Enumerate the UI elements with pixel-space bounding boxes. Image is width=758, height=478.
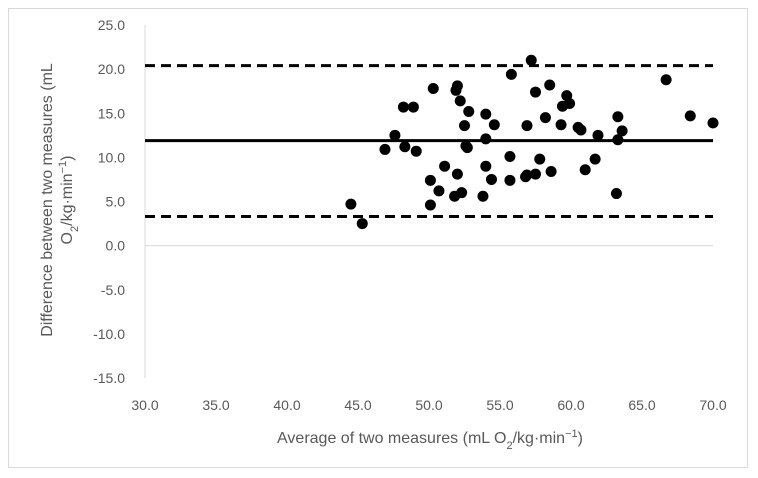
data-point (397, 101, 409, 113)
data-point (612, 111, 624, 123)
data-point (454, 95, 466, 107)
data-point (684, 110, 696, 122)
data-point (480, 133, 492, 145)
data-point (439, 160, 451, 172)
data-point (356, 218, 368, 230)
data-point (555, 119, 567, 131)
data-point (488, 119, 500, 131)
data-point (410, 145, 422, 157)
y-tick-label: 25.0 (98, 17, 125, 33)
data-point (407, 101, 419, 113)
data-point (589, 153, 601, 165)
y-tick-label: 5.0 (106, 194, 126, 210)
y-tick-label: 0.0 (106, 238, 126, 254)
data-point (463, 105, 475, 117)
data-point (389, 129, 401, 141)
data-point (480, 108, 492, 120)
data-point (525, 54, 537, 66)
data-point (579, 164, 591, 176)
x-tick-label: 45.0 (344, 397, 371, 413)
data-point (521, 120, 533, 132)
data-point (480, 160, 492, 172)
data-point (399, 141, 411, 153)
data-point (505, 68, 517, 80)
data-points (345, 54, 719, 230)
y-axis-title: Difference between two measures (mL (39, 63, 56, 337)
x-tick-label: 55.0 (486, 397, 513, 413)
y-tick-label: 15.0 (98, 105, 125, 121)
data-point (707, 117, 719, 129)
data-point (424, 199, 436, 211)
y-tick-label: -5.0 (101, 282, 125, 298)
data-point (575, 124, 587, 136)
data-point (504, 174, 516, 186)
data-point (534, 153, 546, 165)
y-tick-label: -10.0 (93, 326, 125, 342)
data-point (660, 74, 672, 86)
data-point (544, 79, 556, 91)
x-tick-label: 30.0 (131, 397, 158, 413)
data-point (545, 165, 557, 177)
data-point (530, 86, 541, 98)
data-point (530, 168, 541, 180)
y-tick-labels: 25.0 20.0 15.0 10.0 5.0 0.0 -5.0 -10.0 -15.0 (93, 17, 125, 386)
x-tick-label: 40.0 (273, 397, 300, 413)
data-point (564, 98, 576, 110)
data-point (485, 173, 497, 185)
data-point (610, 188, 622, 200)
data-point (451, 80, 463, 92)
x-tick-labels: 30.0 35.0 40.0 45.0 50.0 55.0 60.0 65.0 70.0 (131, 397, 726, 413)
data-point (433, 185, 445, 197)
data-point (592, 129, 604, 141)
y-tick-label: 10.0 (98, 149, 125, 165)
data-point (477, 190, 489, 202)
x-tick-label: 65.0 (628, 397, 655, 413)
data-point (612, 134, 624, 146)
x-tick-label: 70.0 (699, 397, 726, 413)
x-tick-label: 50.0 (415, 397, 442, 413)
data-point (451, 168, 463, 180)
data-point (539, 112, 551, 124)
x-tick-label: 35.0 (202, 397, 229, 413)
data-point (379, 143, 391, 155)
data-point (427, 83, 439, 95)
x-axis-title: Average of two measures (mL O2/kg·min−1) (277, 428, 583, 452)
data-point (456, 187, 468, 199)
y-tick-label: -15.0 (93, 370, 125, 386)
y-tick-label: 20.0 (98, 61, 125, 77)
data-point (521, 169, 533, 181)
data-point (461, 142, 473, 154)
data-point (345, 198, 357, 210)
chart-frame (8, 8, 748, 468)
data-point (424, 174, 436, 186)
y-axis-title-line2: O2/kg·min−1) (57, 156, 81, 245)
data-point (459, 120, 470, 132)
data-point (504, 150, 516, 162)
data-point (616, 125, 628, 137)
x-tick-label: 60.0 (557, 397, 584, 413)
